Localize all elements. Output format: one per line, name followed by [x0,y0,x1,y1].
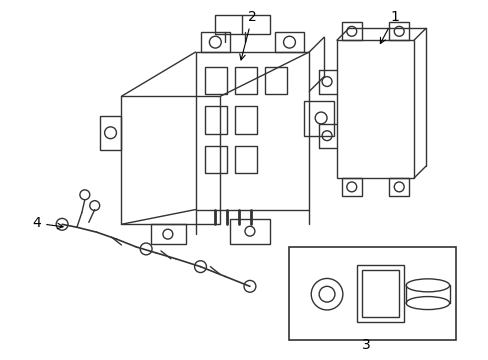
Bar [341,22,361,40]
Bar [215,15,269,34]
Bar [356,265,404,322]
Bar [274,32,304,52]
Bar [195,52,308,210]
Bar [341,178,361,196]
Bar [230,219,269,244]
Text: 4: 4 [32,216,63,230]
Bar [361,270,398,317]
Text: 1: 1 [380,9,398,44]
Text: 2: 2 [239,9,256,60]
Bar [264,67,286,94]
Bar [289,247,455,341]
Bar [151,224,185,244]
Bar [205,145,227,173]
Bar [388,22,408,40]
Bar [304,101,333,136]
Bar [388,178,408,196]
Bar [121,96,220,224]
Bar [205,67,227,94]
Bar [205,106,227,134]
Bar [100,116,121,150]
Bar [235,106,256,134]
Bar [235,67,256,94]
Ellipse shape [406,297,449,310]
Ellipse shape [406,279,449,292]
Bar [235,145,256,173]
Text: 3: 3 [362,338,370,352]
Bar [336,40,413,178]
Bar [200,32,230,52]
